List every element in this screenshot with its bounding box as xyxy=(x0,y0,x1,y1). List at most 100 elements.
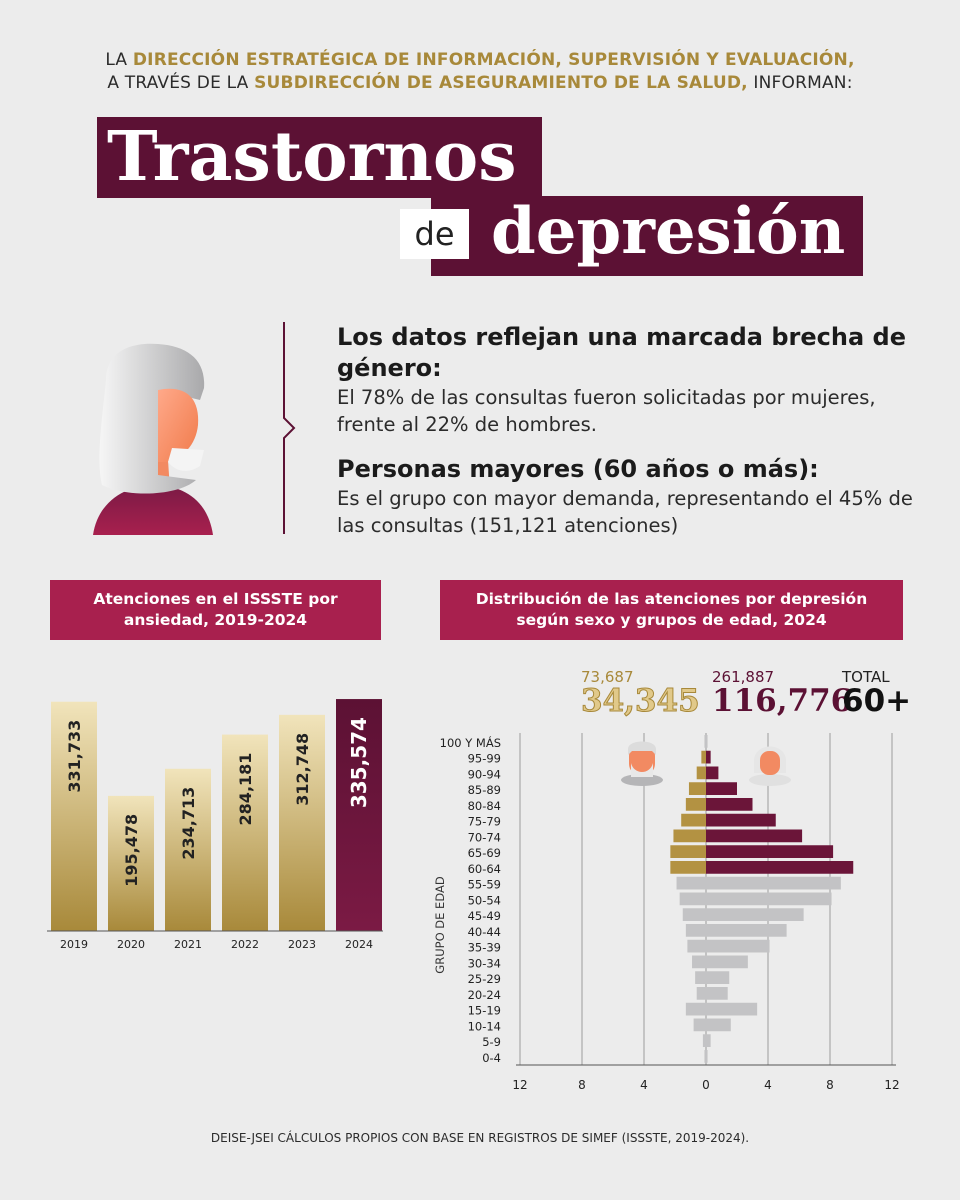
header-direction-name: DIRECCIÓN ESTRATÉGICA DE INFORMACIÓN, SU… xyxy=(132,50,855,70)
x-tick-label: 0 xyxy=(702,1078,710,1092)
pyramid-left-bar-15-19 xyxy=(685,1002,706,1016)
bar-2024 xyxy=(336,699,382,931)
title-block-1: Trastornos xyxy=(97,117,542,198)
pyramid-left-bar-75-79 xyxy=(681,813,706,827)
pyramid-right-bar-50-54 xyxy=(706,892,832,906)
group-60plus-label: 60+ xyxy=(842,683,912,719)
page-title-word-3: depresión xyxy=(491,194,846,269)
pyramid-left-bar-60-64 xyxy=(670,861,706,874)
pyramid-right-bar-15-19 xyxy=(706,1002,758,1016)
bar-value-label-2021: 234,713 xyxy=(179,787,198,860)
x-tick-label: 8 xyxy=(826,1078,834,1092)
pyramid-left-bar-35-39 xyxy=(687,939,706,953)
age-group-label: 75-79 xyxy=(468,815,501,829)
bar-value-label-2019: 331,733 xyxy=(65,720,84,793)
pyramid-right-bar-95-99 xyxy=(706,750,711,764)
x-tick-label: 4 xyxy=(640,1078,648,1092)
title-block-2: depresión xyxy=(431,194,863,276)
pyramid-left-bar-25-29 xyxy=(695,971,706,984)
bar-2022 xyxy=(222,734,268,931)
pyramid-right-bar-70-74 xyxy=(706,829,803,843)
pyramid-left-bar-55-59 xyxy=(676,876,706,890)
age-group-label: 40-44 xyxy=(468,925,501,939)
elderly-text: Es el grupo con mayor demanda, represent… xyxy=(337,487,913,537)
bar-2019 xyxy=(51,701,97,931)
age-group-label: 5-9 xyxy=(482,1035,501,1049)
bar-category-label-2020: 2020 xyxy=(117,938,145,951)
bar-category-label-2024: 2024 xyxy=(345,938,373,951)
pyramid-right-bar-100 Y MÁS xyxy=(706,735,708,748)
x-tick-label: 4 xyxy=(764,1078,772,1092)
bar-value-label-2023: 312,748 xyxy=(293,733,312,806)
age-group-label: 50-54 xyxy=(468,893,501,907)
pyramid-left-bar-90-94 xyxy=(696,766,706,780)
men-60plus: 34,345 xyxy=(581,683,701,720)
age-group-label: 30-34 xyxy=(468,956,501,970)
pyramid-right-bar-45-49 xyxy=(706,908,804,921)
elderly-woman-icon xyxy=(93,343,213,535)
pyramid-left-bar-45-49 xyxy=(682,908,706,921)
men-total: 73,687 xyxy=(581,668,634,686)
pyramid-left-bar-70-74 xyxy=(673,829,706,843)
header-prefix: LA xyxy=(105,50,133,70)
pyramid-left-bar-50-54 xyxy=(679,892,706,906)
bar-chart-title-text: Atenciones en el ISSSTE por ansiedad, 20… xyxy=(93,590,338,629)
pyramid-left-bar-40-44 xyxy=(685,924,706,937)
bar-2020 xyxy=(108,795,154,931)
header-suffix: INFORMAN: xyxy=(747,73,853,93)
age-group-label: 45-49 xyxy=(468,909,501,923)
women-total: 261,887 xyxy=(712,668,775,686)
pyramid-chart-title-text: Distribución de las atenciones por depre… xyxy=(475,590,868,629)
bar-category-label-2023: 2023 xyxy=(288,938,316,951)
pyramid-right-bar-40-44 xyxy=(706,924,787,937)
info-block-elderly: Personas mayores (60 años o más): Es el … xyxy=(337,454,927,539)
header-line-1: LA DIRECCIÓN ESTRATÉGICA DE INFORMACIÓN,… xyxy=(0,50,960,70)
title-connector-box: de xyxy=(400,209,469,259)
page-title-word-1: Trastornos xyxy=(107,117,517,197)
age-group-label: 85-89 xyxy=(468,783,501,797)
x-tick-label: 12 xyxy=(512,1078,527,1092)
bar-value-label-2022: 284,181 xyxy=(236,753,255,826)
pyramid-chart-title: Distribución de las atenciones por depre… xyxy=(440,580,903,640)
pyramid-right-bar-90-94 xyxy=(706,766,719,780)
bar-value-label-2020: 195,478 xyxy=(122,814,141,887)
women-60plus: 116,776 xyxy=(712,683,853,719)
elderly-man-icon xyxy=(621,741,663,786)
info-block-gender: Los datos reflejan una marcada brecha de… xyxy=(337,322,927,438)
pyramid-right-bar-85-89 xyxy=(706,782,737,795)
header-prefix-2: A TRAVÉS DE LA xyxy=(107,73,255,93)
age-group-label: 55-59 xyxy=(468,878,501,892)
pyramid-left-bar-5-9 xyxy=(702,1034,706,1047)
bar-2021 xyxy=(165,768,211,931)
age-group-label: 60-64 xyxy=(468,862,501,876)
pyramid-left-bar-65-69 xyxy=(670,845,706,858)
pyramid-right-bar-25-29 xyxy=(706,971,730,984)
bar-value-label-2024: 335,574 xyxy=(347,717,371,808)
bar-chart: 331,733 2019 195,478 2020 234,713 2021 284,181… xyxy=(47,699,383,951)
x-tick-label: 8 xyxy=(578,1078,586,1092)
x-tick-label: 12 xyxy=(884,1078,899,1092)
pyramid-left-bar-80-84 xyxy=(685,798,706,811)
pyramid-right-bar-55-59 xyxy=(706,876,841,890)
pyramid-right-bar-75-79 xyxy=(706,813,776,827)
pyramid-right-bar-30-34 xyxy=(706,955,748,969)
age-group-label: 65-69 xyxy=(468,846,501,860)
elderly-woman-small-icon xyxy=(749,746,791,786)
pyramid-left-bar-95-99 xyxy=(701,750,706,764)
pyramid-left-bar-0-4 xyxy=(704,1050,706,1063)
gender-gap-heading: Los datos reflejan una marcada brecha de… xyxy=(337,323,906,382)
pyramid-right-bar-35-39 xyxy=(706,939,770,953)
age-group-label: 0-4 xyxy=(482,1051,501,1065)
pyramid-right-bar-5-9 xyxy=(706,1034,711,1047)
page-title-word-2: de xyxy=(414,215,455,253)
age-group-label: 90-94 xyxy=(468,767,501,781)
header-line-2: A TRAVÉS DE LA SUBDIRECCIÓN DE ASEGURAMI… xyxy=(0,73,960,93)
bar-category-label-2019: 2019 xyxy=(60,938,88,951)
pyramid-left-bar-100 Y MÁS xyxy=(704,735,706,748)
elderly-heading: Personas mayores (60 años o más): xyxy=(337,455,819,483)
pyramid-right-bar-20-24 xyxy=(706,987,728,1000)
source-footnote: DEISE-JSEI CÁLCULOS PROPIOS CON BASE EN … xyxy=(210,1131,750,1145)
age-group-label: 70-74 xyxy=(468,830,501,844)
pyramid-right-bar-10-14 xyxy=(706,1018,731,1032)
